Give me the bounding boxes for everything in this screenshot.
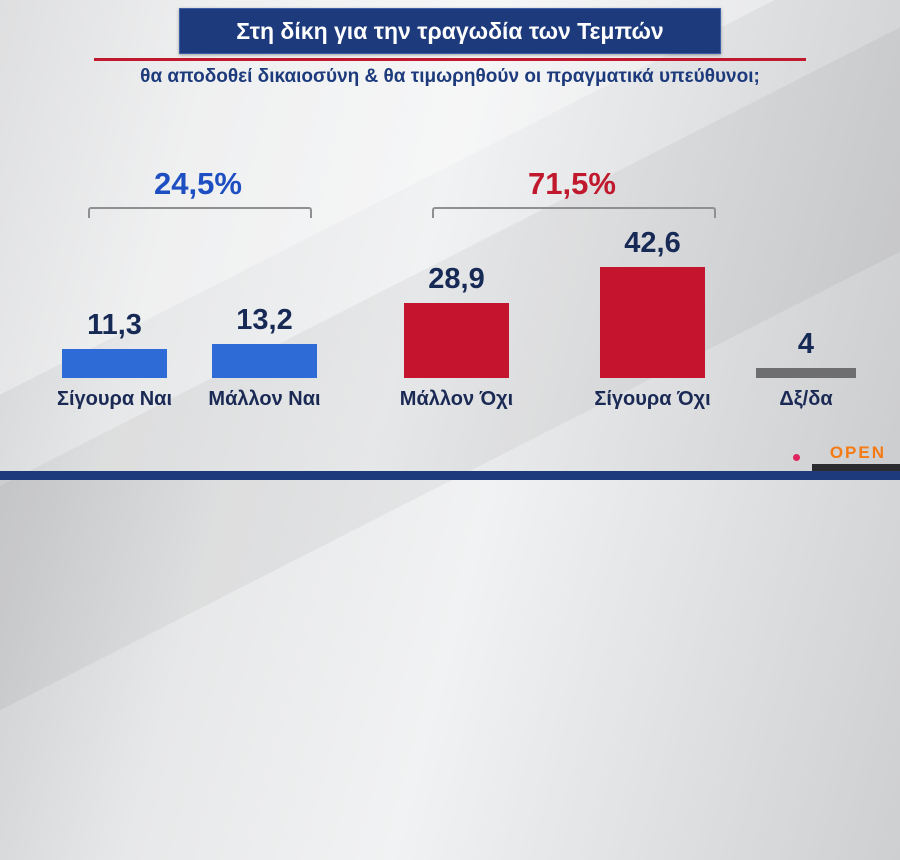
bar-column: 28,9 Μάλλον Όχι [400, 263, 513, 410]
category-label: Μάλλον Ναι [208, 388, 321, 410]
category-label: Σίγουρα Όχι [594, 388, 711, 410]
bar [600, 267, 705, 378]
page-title: Στη δίκη για την τραγωδία των Τεμπών [179, 8, 721, 54]
bar-column: 13,2 Μάλλον Ναι [208, 304, 320, 410]
group-bracket-no [432, 207, 716, 218]
poll-question: θα αποδοθεί δικαιοσύνη & θα τιμωρηθούν ο… [140, 66, 760, 87]
bar [404, 303, 509, 378]
bar-column: 11,3 Σίγουρα Ναι [57, 309, 172, 410]
category-label: Μάλλον Όχι [399, 388, 514, 410]
bottom-bar [0, 471, 900, 480]
bar-column: 42,6 Σίγουρα Όχι [594, 227, 710, 410]
bar [62, 349, 167, 378]
record-dot-icon [793, 454, 800, 461]
category-label: Δξ/δα [779, 388, 833, 410]
bar-chart: 24,5% 71,5% 11,3 Σίγουρα Ναι 13,2 Μάλλον… [57, 166, 856, 410]
group-percentage-yes: 24,5% [154, 166, 242, 201]
bar-column: 4 Δξ/δα [756, 328, 856, 410]
bar-value-label: 13,2 [236, 304, 293, 336]
group-bracket-yes [88, 207, 312, 218]
channel-logo: OPEN [829, 443, 886, 462]
bar-value-label: 42,6 [624, 227, 681, 259]
bar-value-label: 4 [797, 328, 815, 360]
bar-value-label: 28,9 [428, 263, 485, 295]
group-percentage-no: 71,5% [528, 166, 616, 201]
bar-value-label: 11,3 [87, 309, 142, 341]
bar [756, 368, 856, 378]
bar [212, 344, 317, 378]
accent-divider [94, 58, 806, 61]
category-label: Σίγουρα Ναι [56, 388, 173, 410]
